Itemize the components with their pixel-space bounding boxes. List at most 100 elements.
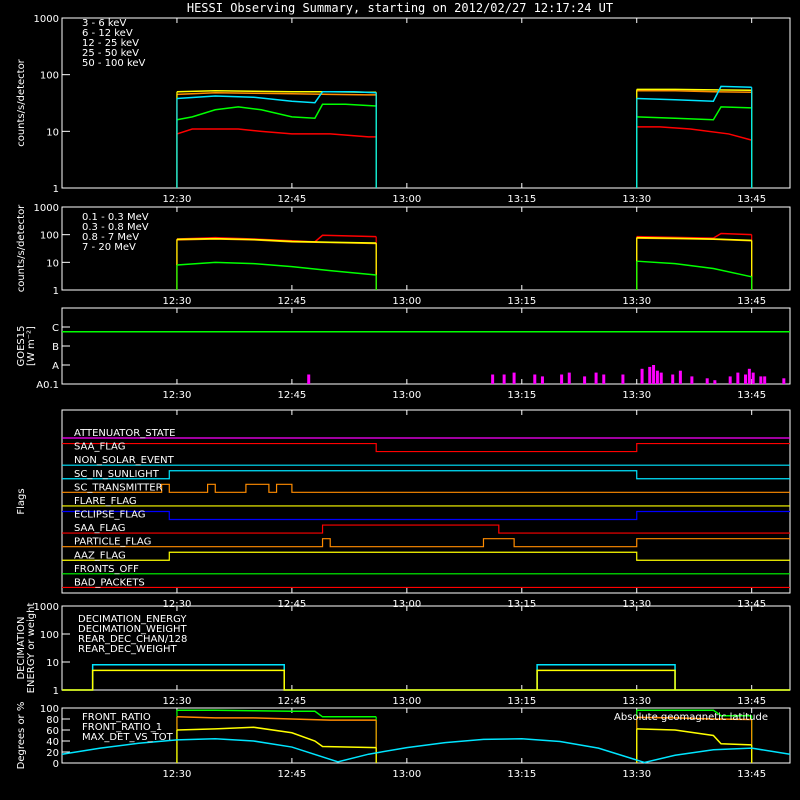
series-line	[62, 663, 790, 691]
legend-label: 3 - 6 keV	[82, 18, 126, 29]
x-tick-label: 13:00	[392, 769, 421, 780]
y-tick-label: 1	[53, 686, 59, 697]
chart-title: HESSI Observing Summary, starting on 201…	[186, 1, 614, 15]
data-bar	[713, 380, 717, 384]
y-tick-label: 40	[46, 737, 59, 748]
series-line	[176, 90, 377, 104]
data-bar	[659, 372, 663, 384]
y-tick-label: 0	[53, 759, 59, 770]
data-bar	[640, 368, 644, 384]
x-tick-label: 13:30	[622, 296, 651, 307]
y-axis-label: DECIMATION	[16, 616, 27, 679]
y-tick-label: 100	[40, 231, 59, 242]
data-bar	[512, 372, 516, 384]
panel-frame	[61, 707, 791, 764]
y-tick-label: 1	[53, 184, 59, 195]
y-tick-label: 1000	[34, 602, 59, 613]
x-tick-label: 13:45	[737, 194, 766, 205]
flag-label: SAA_FLAG	[74, 442, 125, 453]
data-bar	[567, 372, 571, 384]
panel-5	[61, 605, 791, 691]
x-tick-label: 12:45	[277, 296, 306, 307]
panel-frame	[61, 17, 791, 189]
data-bar	[583, 376, 587, 384]
y-tick-label: A0.1	[36, 380, 59, 391]
data-bar	[621, 374, 625, 384]
y-axis-label-2: [W m⁻²]	[26, 326, 37, 366]
x-tick-label: 13:15	[507, 194, 536, 205]
panel-2	[61, 206, 791, 291]
legend-label: 0.3 - 0.8 MeV	[82, 222, 149, 233]
data-bar	[655, 370, 659, 384]
data-bar	[602, 374, 606, 384]
series-line	[176, 726, 377, 749]
x-tick-label: 13:30	[622, 599, 651, 610]
x-tick-label: 13:15	[507, 696, 536, 707]
y-tick-label: 10	[46, 258, 59, 269]
x-tick-label: 13:30	[622, 194, 651, 205]
series-line	[176, 91, 377, 96]
x-tick-label: 13:00	[392, 696, 421, 707]
x-tick-label: 12:45	[277, 599, 306, 610]
series-line	[536, 663, 676, 690]
x-tick-label: 13:00	[392, 194, 421, 205]
series-line	[176, 716, 377, 721]
flag-line	[62, 483, 790, 493]
flag-label: NON_SOLAR_EVENT	[74, 455, 175, 466]
panel-4	[61, 409, 791, 594]
y-tick-label: 10	[46, 658, 59, 669]
flag-line	[62, 470, 790, 480]
y-axis-label: counts/s/detector	[16, 204, 27, 292]
legend-label: 25 - 50 keV	[82, 48, 139, 59]
x-tick-label: 13:30	[622, 390, 651, 401]
panel-6	[61, 707, 791, 764]
y-axis-label: Degrees or %	[16, 702, 27, 770]
series-line	[636, 85, 752, 102]
data-bar	[540, 376, 544, 384]
series-line	[62, 669, 790, 691]
y-tick-label: 100	[40, 630, 59, 641]
series-line	[176, 709, 377, 718]
y-tick-label: A	[52, 361, 59, 372]
flag-label: PARTICLE_FLAG	[74, 537, 151, 548]
flag-label: BAD_PACKETS	[74, 577, 145, 588]
x-tick-label: 13:00	[392, 390, 421, 401]
data-bar	[648, 366, 652, 384]
flag-label: FRONTS_OFF	[74, 564, 139, 575]
series-line	[636, 260, 752, 278]
data-bar	[705, 378, 709, 384]
y-tick-label: 100	[40, 704, 59, 715]
flag-label: AAZ_FLAG	[74, 550, 126, 561]
legend-label: MAX_DET_VS_TOT	[82, 732, 174, 743]
y-tick-label: 80	[46, 715, 59, 726]
flag-label: SC_TRANSMITTER	[74, 482, 163, 493]
flag-label: ECLIPSE_FLAG	[74, 510, 145, 521]
legend-label: 0.1 - 0.3 MeV	[82, 212, 149, 223]
panel-frame	[61, 409, 791, 594]
flag-line	[62, 442, 790, 453]
legend-label: REAR_DEC_WEIGHT	[78, 644, 177, 655]
legend-label: DECIMATION_WEIGHT	[78, 624, 187, 635]
legend-label: FRONT_RATIO_1	[82, 722, 162, 733]
x-tick-label: 13:45	[737, 696, 766, 707]
x-tick-label: 13:45	[737, 769, 766, 780]
chart-annotation: Absolute geomagnetic latitude	[614, 712, 768, 723]
legend-label: 50 - 100 keV	[82, 58, 146, 69]
flag-label: ATTENUATOR_STATE	[74, 428, 175, 439]
x-tick-label: 12:45	[277, 696, 306, 707]
legend-label: DECIMATION_ENERGY	[78, 614, 187, 625]
y-tick-label: 1000	[34, 203, 59, 214]
x-tick-label: 12:30	[163, 696, 192, 707]
flag-line	[62, 538, 790, 548]
data-bar	[782, 378, 786, 384]
x-tick-label: 13:45	[737, 599, 766, 610]
flag-line	[62, 510, 790, 521]
data-bar	[491, 374, 495, 384]
data-bar	[751, 372, 755, 384]
flag-line	[62, 551, 790, 561]
x-tick-label: 13:15	[507, 599, 536, 610]
x-tick-label: 12:30	[163, 390, 192, 401]
y-tick-label: 1000	[34, 14, 59, 25]
x-tick-label: 13:30	[622, 769, 651, 780]
